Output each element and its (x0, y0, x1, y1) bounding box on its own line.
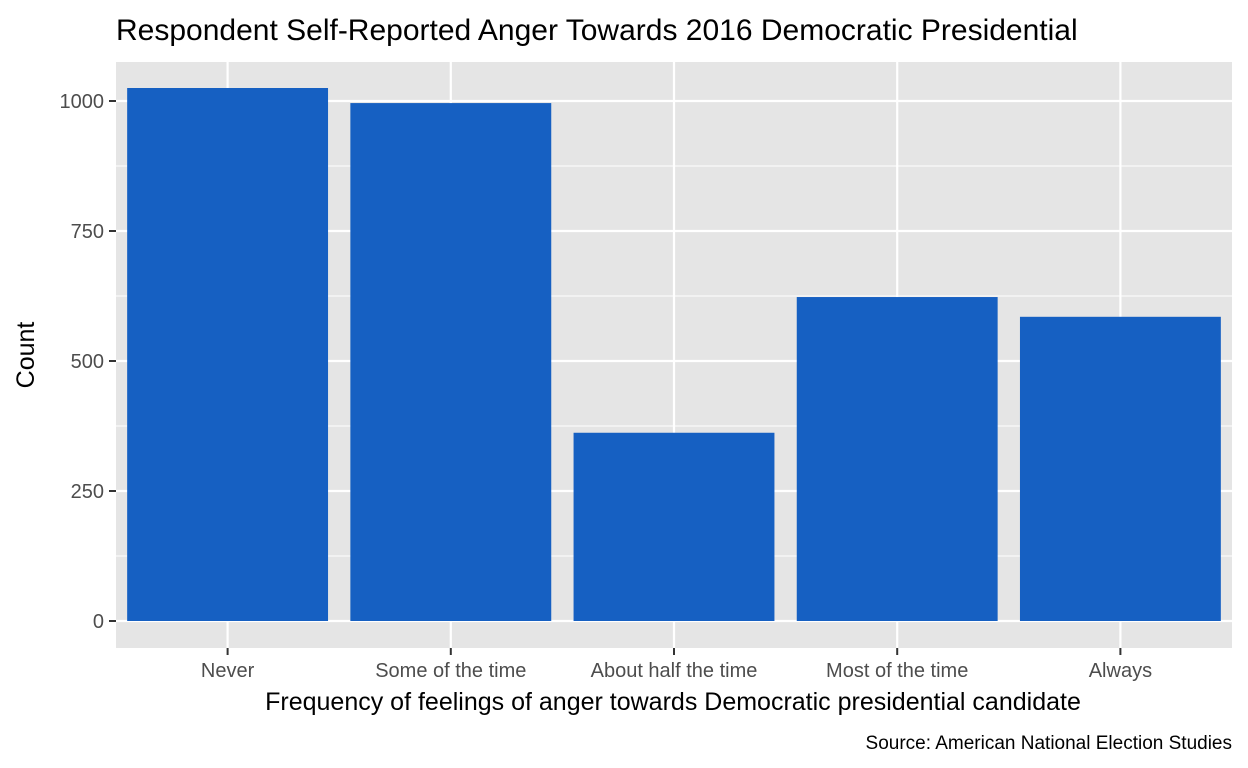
bar (573, 432, 775, 621)
y-tick-label: 1000 (60, 91, 105, 113)
x-tick-label: About half the time (591, 660, 758, 682)
bar (796, 297, 998, 621)
bar (350, 103, 552, 621)
y-tick-label: 250 (71, 481, 104, 503)
y-axis: 0 250 500 750 1000 (60, 91, 116, 633)
x-tick-label: Some of the time (375, 660, 526, 682)
x-axis: Never Some of the time About half the time… (201, 648, 1152, 682)
bar (1019, 316, 1221, 621)
x-tick-label: Always (1089, 660, 1152, 682)
chart-title: Respondent Self-Reported Anger Towards 2… (116, 14, 1078, 47)
bar (127, 88, 329, 621)
y-axis-title: Count (12, 322, 40, 389)
x-axis-title: Frequency of feelings of anger towards D… (265, 688, 1081, 716)
bars (127, 88, 1221, 621)
x-tick-label: Most of the time (826, 660, 968, 682)
source-caption: Source: American National Election Studi… (866, 733, 1232, 754)
y-tick-label: 0 (93, 611, 104, 633)
y-tick-label: 500 (71, 351, 104, 373)
y-tick-label: 750 (71, 221, 104, 243)
x-tick-label: Never (201, 660, 255, 682)
